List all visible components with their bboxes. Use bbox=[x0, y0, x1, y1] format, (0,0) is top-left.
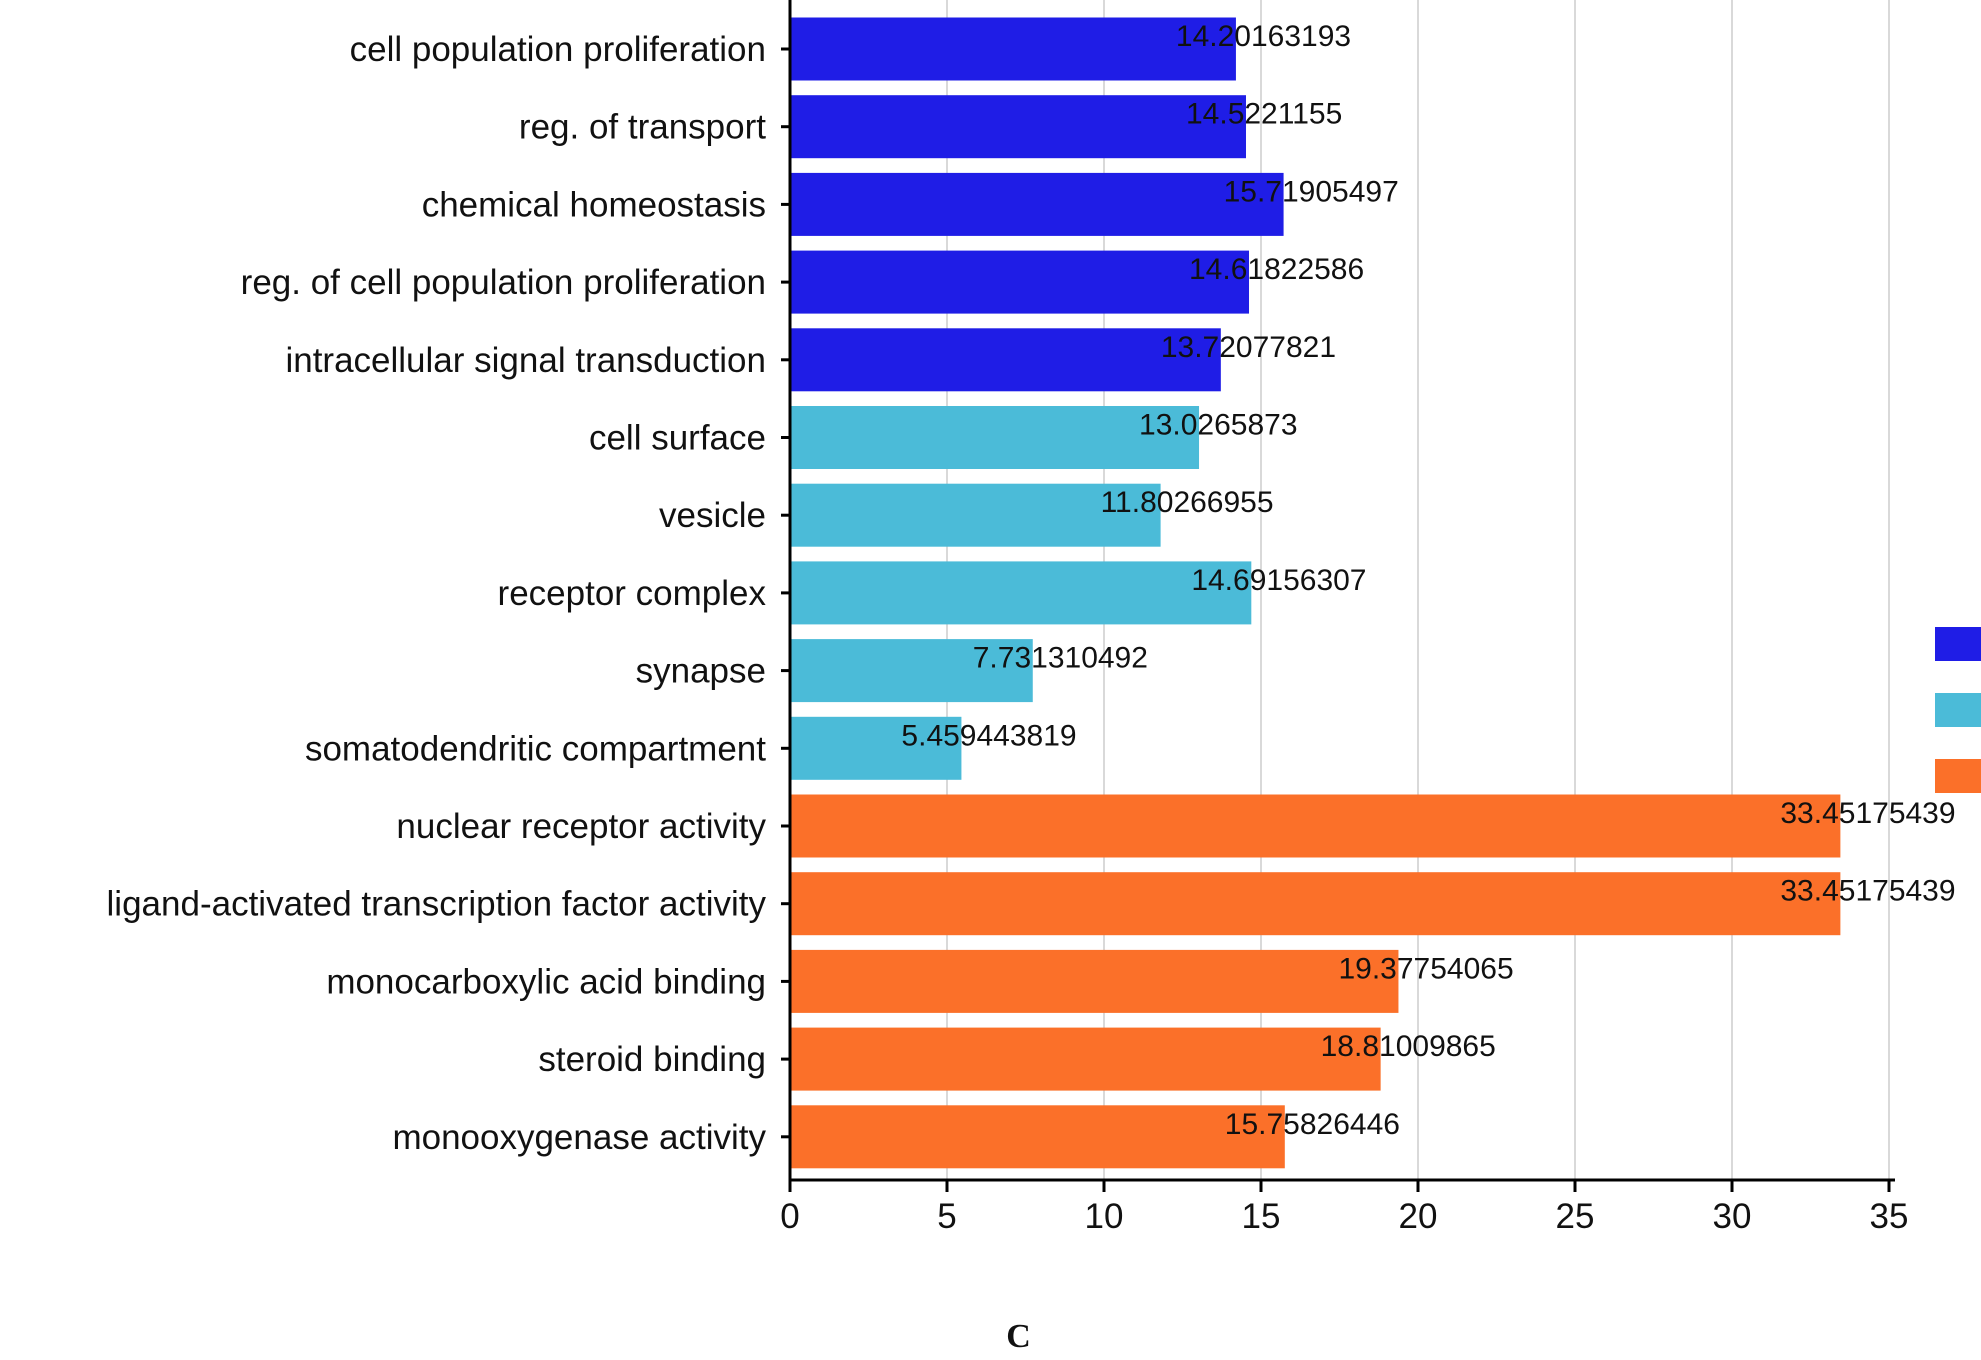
value-label: 13.0265873 bbox=[1139, 409, 1298, 442]
bar bbox=[790, 639, 1033, 703]
value-label: 14.61822586 bbox=[1189, 253, 1364, 286]
bar bbox=[790, 250, 1250, 314]
value-labels: 14.20163193 14.5221155 15.71905497 14.61822… bbox=[901, 20, 1955, 1141]
value-label: 14.5221155 bbox=[1186, 98, 1342, 131]
category-label: ligand-activated transcription factor ac… bbox=[107, 885, 767, 924]
category-labels: cell population proliferation reg. of tra… bbox=[107, 30, 767, 1157]
bar bbox=[790, 406, 1200, 469]
bar bbox=[790, 17, 1236, 81]
category-label: synapse bbox=[636, 652, 766, 691]
bar bbox=[790, 483, 1161, 547]
category-label: chemical homeostasis bbox=[422, 185, 766, 224]
value-label: 7.731310492 bbox=[973, 642, 1148, 675]
legend-swatch bbox=[1935, 693, 1981, 727]
value-label: 33.45175439 bbox=[1780, 875, 1955, 908]
value-label: 14.69156307 bbox=[1191, 564, 1366, 597]
bar bbox=[790, 1105, 1285, 1169]
value-label: 18.81009865 bbox=[1321, 1030, 1496, 1063]
panel-label: C bbox=[1006, 1318, 1031, 1355]
bar bbox=[790, 95, 1246, 159]
x-tick-label: 30 bbox=[1713, 1197, 1752, 1236]
category-label: receptor complex bbox=[498, 574, 767, 613]
legend-swatch bbox=[1935, 759, 1981, 793]
value-label: 14.20163193 bbox=[1176, 20, 1351, 53]
category-label: cell surface bbox=[589, 419, 766, 458]
value-label: 19.37754065 bbox=[1338, 952, 1513, 985]
x-tick-label: 25 bbox=[1556, 1197, 1595, 1236]
value-label: 11.80266955 bbox=[1101, 486, 1274, 519]
category-label: reg. of transport bbox=[519, 108, 766, 147]
category-label: reg. of cell population proliferation bbox=[241, 263, 766, 302]
x-tick-label: 15 bbox=[1242, 1197, 1281, 1236]
value-label: 13.72077821 bbox=[1161, 331, 1336, 364]
category-label: nuclear receptor activity bbox=[396, 807, 766, 846]
x-tick-label: 35 bbox=[1870, 1197, 1909, 1236]
x-tick-label: 10 bbox=[1085, 1197, 1124, 1236]
category-label: monocarboxylic acid binding bbox=[326, 962, 766, 1001]
legend-swatch bbox=[1935, 627, 1981, 661]
axes: 0 5 10 15 20 25 30 35 bbox=[780, 0, 1908, 1236]
category-label: monooxygenase activity bbox=[392, 1118, 766, 1157]
bar bbox=[790, 561, 1252, 625]
category-label: somatodendritic compartment bbox=[305, 729, 766, 768]
category-label: steroid binding bbox=[538, 1040, 766, 1079]
x-tick-label: 20 bbox=[1399, 1197, 1438, 1236]
bar bbox=[790, 716, 962, 780]
bar bbox=[790, 1027, 1381, 1091]
bar bbox=[790, 949, 1399, 1013]
x-tick-label: 0 bbox=[780, 1197, 799, 1236]
x-tick-label: 5 bbox=[937, 1197, 956, 1236]
bars bbox=[790, 17, 1841, 1169]
value-label: 5.459443819 bbox=[901, 719, 1076, 752]
value-label: 15.71905497 bbox=[1224, 175, 1399, 208]
value-label: 33.45175439 bbox=[1780, 797, 1955, 830]
bar bbox=[790, 328, 1221, 392]
value-label: 15.75826446 bbox=[1225, 1108, 1400, 1141]
category-label: vesicle bbox=[659, 496, 766, 535]
legend bbox=[1935, 627, 1981, 793]
category-label: cell population proliferation bbox=[350, 30, 766, 69]
bar bbox=[790, 872, 1841, 936]
category-label: intracellular signal transduction bbox=[285, 341, 766, 380]
bar bbox=[790, 172, 1284, 236]
bar bbox=[790, 794, 1841, 858]
